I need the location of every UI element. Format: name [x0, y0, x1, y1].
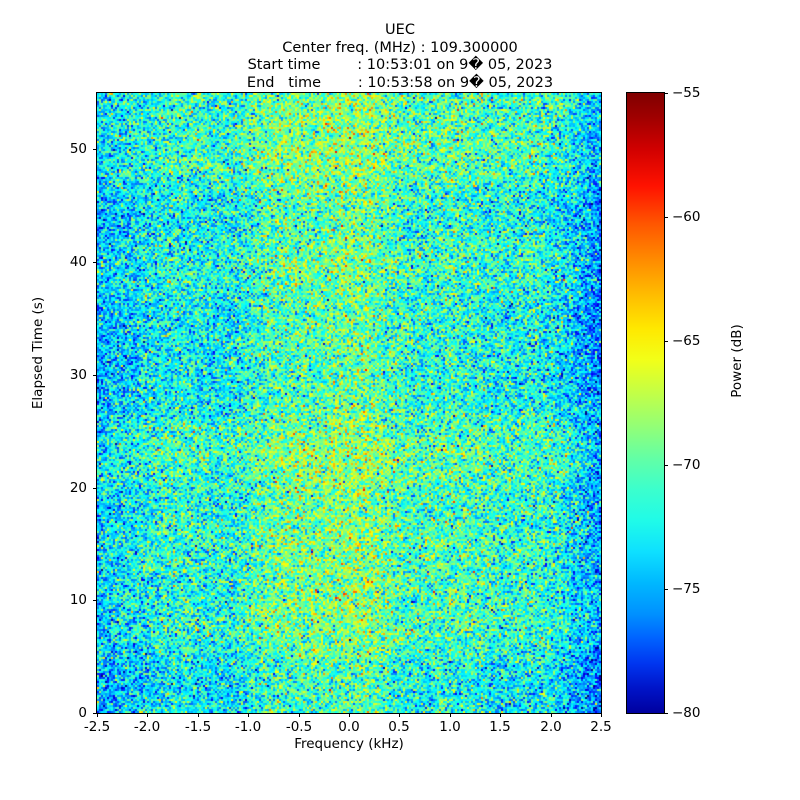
colorbar-tick-label: −55	[672, 85, 701, 101]
y-tick-mark	[93, 149, 97, 150]
colorbar-tick-label: −60	[672, 209, 701, 225]
y-tick-mark	[93, 600, 97, 601]
x-tick-label: 2.0	[540, 719, 562, 735]
y-tick-label: 10	[69, 592, 87, 608]
title-line-center-freq: Center freq. (MHz) : 109.300000	[282, 39, 518, 56]
x-tick-label: 2.5	[590, 719, 612, 735]
x-tick-mark	[551, 713, 552, 717]
spectrogram-axes	[96, 92, 602, 714]
x-tick-label: 0.0	[338, 719, 360, 735]
title-line-station: UEC	[385, 22, 415, 38]
x-axis-label: Frequency (kHz)	[294, 736, 404, 752]
y-tick-label: 30	[69, 367, 87, 383]
y-tick-mark	[93, 375, 97, 376]
colorbar-tick-mark	[664, 713, 668, 714]
y-tick-label: 0	[78, 705, 87, 721]
y-tick-mark	[93, 713, 97, 714]
x-tick-label: -0.5	[285, 719, 313, 735]
x-tick-mark	[450, 713, 451, 717]
colorbar-gradient	[627, 93, 664, 713]
x-tick-mark	[198, 713, 199, 717]
x-tick-label: -2.5	[83, 719, 111, 735]
plot-title-block: UEC Center freq. (MHz) : 109.300000 Star…	[0, 22, 800, 92]
y-tick-label: 50	[69, 141, 87, 157]
y-tick-label: 40	[69, 254, 87, 270]
x-tick-label: 1.0	[439, 719, 461, 735]
x-tick-mark	[97, 713, 98, 717]
x-tick-mark	[248, 713, 249, 717]
x-tick-label: 0.5	[388, 719, 410, 735]
x-tick-mark	[399, 713, 400, 717]
x-tick-mark	[349, 713, 350, 717]
colorbar-tick-label: −65	[672, 333, 701, 349]
title-line-end-time: End time : 10:53:58 on 9� 05, 2023	[246, 74, 554, 91]
colorbar-tick-mark	[664, 341, 668, 342]
colorbar-tick-mark	[664, 589, 668, 590]
x-tick-mark	[299, 713, 300, 717]
colorbar-tick-label: −70	[672, 457, 701, 473]
colorbar	[626, 92, 665, 714]
colorbar-tick-mark	[664, 465, 668, 466]
x-tick-mark	[500, 713, 501, 717]
title-line-start-time: Start time : 10:53:01 on 9� 05, 2023	[247, 57, 553, 73]
x-tick-label: -1.0	[234, 719, 262, 735]
y-tick-mark	[93, 488, 97, 489]
y-tick-label: 20	[69, 480, 87, 496]
spectrogram-image	[97, 93, 601, 713]
colorbar-tick-mark	[664, 93, 668, 94]
colorbar-tick-label: −75	[672, 581, 701, 597]
y-tick-mark	[93, 262, 97, 263]
y-axis-label: Elapsed Time (s)	[30, 296, 46, 410]
colorbar-tick-label: −80	[672, 705, 701, 721]
x-tick-mark	[147, 713, 148, 717]
x-tick-mark	[601, 713, 602, 717]
x-tick-label: 1.5	[489, 719, 511, 735]
colorbar-tick-mark	[664, 217, 668, 218]
x-tick-label: -2.0	[133, 719, 161, 735]
colorbar-label: Power (dB)	[729, 324, 745, 398]
x-tick-label: -1.5	[184, 719, 212, 735]
